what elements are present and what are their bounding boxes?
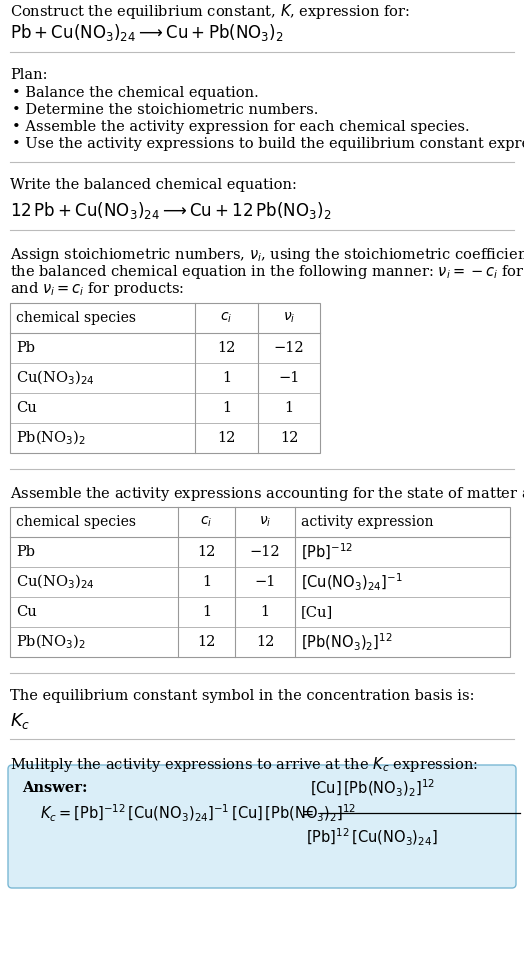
Text: • Balance the chemical equation.: • Balance the chemical equation.: [12, 86, 259, 100]
Bar: [10, 507, 510, 657]
Text: Pb: Pb: [16, 341, 35, 355]
Text: $\mathrm{12\,Pb + Cu(NO_3)_{24} \longrightarrow Cu + 12\,Pb(NO_3)_2}$: $\mathrm{12\,Pb + Cu(NO_3)_{24} \longrig…: [10, 200, 331, 221]
Text: • Use the activity expressions to build the equilibrium constant expression.: • Use the activity expressions to build …: [12, 137, 524, 151]
Text: Mulitply the activity expressions to arrive at the $K_c$ expression:: Mulitply the activity expressions to arr…: [10, 755, 478, 774]
Text: Cu(NO$_3$)$_{24}$: Cu(NO$_3$)$_{24}$: [16, 368, 94, 388]
Text: Pb: Pb: [16, 545, 35, 559]
Text: • Determine the stoichiometric numbers.: • Determine the stoichiometric numbers.: [12, 103, 319, 117]
Text: −12: −12: [250, 545, 280, 559]
Text: $\nu_i$: $\nu_i$: [259, 515, 271, 529]
Text: activity expression: activity expression: [301, 515, 433, 529]
Text: 12: 12: [256, 635, 274, 649]
Text: Assemble the activity expressions accounting for the state of matter and $\nu_i$: Assemble the activity expressions accoun…: [10, 485, 524, 503]
Text: Pb(NO$_3$)$_2$: Pb(NO$_3$)$_2$: [16, 429, 86, 447]
Text: The equilibrium constant symbol in the concentration basis is:: The equilibrium constant symbol in the c…: [10, 689, 475, 703]
FancyBboxPatch shape: [8, 765, 516, 888]
Text: Cu: Cu: [16, 401, 37, 415]
Bar: [10, 303, 320, 453]
Text: $c_i$: $c_i$: [221, 311, 233, 325]
Text: Write the balanced chemical equation:: Write the balanced chemical equation:: [10, 178, 297, 192]
Text: 12: 12: [198, 545, 216, 559]
Text: $K_c = [\mathrm{Pb}]^{-12}\,[\mathrm{Cu(NO_3)_{24}}]^{-1}\,[\mathrm{Cu}]\,[\math: $K_c = [\mathrm{Pb}]^{-12}\,[\mathrm{Cu(…: [40, 803, 356, 824]
Text: 12: 12: [198, 635, 216, 649]
Text: • Assemble the activity expression for each chemical species.: • Assemble the activity expression for e…: [12, 120, 470, 134]
Text: chemical species: chemical species: [16, 311, 136, 325]
Text: −1: −1: [254, 575, 276, 589]
Text: $c_i$: $c_i$: [200, 515, 213, 529]
Text: chemical species: chemical species: [16, 515, 136, 529]
Text: $[\mathrm{Pb}]^{12}\,[\mathrm{Cu(NO_3)_{24}}]$: $[\mathrm{Pb}]^{12}\,[\mathrm{Cu(NO_3)_{…: [306, 827, 438, 848]
Text: Cu(NO$_3$)$_{24}$: Cu(NO$_3$)$_{24}$: [16, 573, 94, 591]
Text: 12: 12: [280, 431, 298, 445]
Text: $[\mathrm{Cu}]\,[\mathrm{Pb(NO_3)_2}]^{12}$: $[\mathrm{Cu}]\,[\mathrm{Pb(NO_3)_2}]^{1…: [310, 778, 434, 799]
Text: 1: 1: [222, 401, 231, 415]
Text: Pb(NO$_3$)$_2$: Pb(NO$_3$)$_2$: [16, 633, 86, 651]
Text: $=$: $=$: [299, 806, 315, 820]
Text: $[\mathrm{Pb}]^{-12}$: $[\mathrm{Pb}]^{-12}$: [301, 542, 353, 562]
Text: 1: 1: [285, 401, 293, 415]
Text: Cu: Cu: [16, 605, 37, 619]
Text: 1: 1: [260, 605, 269, 619]
Text: −12: −12: [274, 341, 304, 355]
Text: 12: 12: [217, 431, 236, 445]
Text: Construct the equilibrium constant, $K$, expression for:: Construct the equilibrium constant, $K$,…: [10, 2, 410, 21]
Text: −1: −1: [278, 371, 300, 385]
Text: $\mathrm{Pb + Cu(NO_3)_{24} \longrightarrow Cu + Pb(NO_3)_2}$: $\mathrm{Pb + Cu(NO_3)_{24} \longrightar…: [10, 22, 283, 43]
Text: [Cu]: [Cu]: [301, 605, 333, 619]
Text: $[\mathrm{Cu(NO_3)_{24}}]^{-1}$: $[\mathrm{Cu(NO_3)_{24}}]^{-1}$: [301, 571, 403, 592]
Text: Answer:: Answer:: [22, 781, 88, 795]
Text: 12: 12: [217, 341, 236, 355]
Text: 1: 1: [222, 371, 231, 385]
Text: 1: 1: [202, 605, 211, 619]
Text: Plan:: Plan:: [10, 68, 48, 82]
Text: the balanced chemical equation in the following manner: $\nu_i = -c_i$ for react: the balanced chemical equation in the fo…: [10, 263, 524, 281]
Text: 1: 1: [202, 575, 211, 589]
Text: $[\mathrm{Pb(NO_3)_2}]^{12}$: $[\mathrm{Pb(NO_3)_2}]^{12}$: [301, 632, 392, 653]
Text: and $\nu_i = c_i$ for products:: and $\nu_i = c_i$ for products:: [10, 280, 184, 298]
Text: $\nu_i$: $\nu_i$: [283, 311, 295, 325]
Text: $K_c$: $K_c$: [10, 711, 30, 731]
Text: Assign stoichiometric numbers, $\nu_i$, using the stoichiometric coefficients, $: Assign stoichiometric numbers, $\nu_i$, …: [10, 246, 524, 264]
